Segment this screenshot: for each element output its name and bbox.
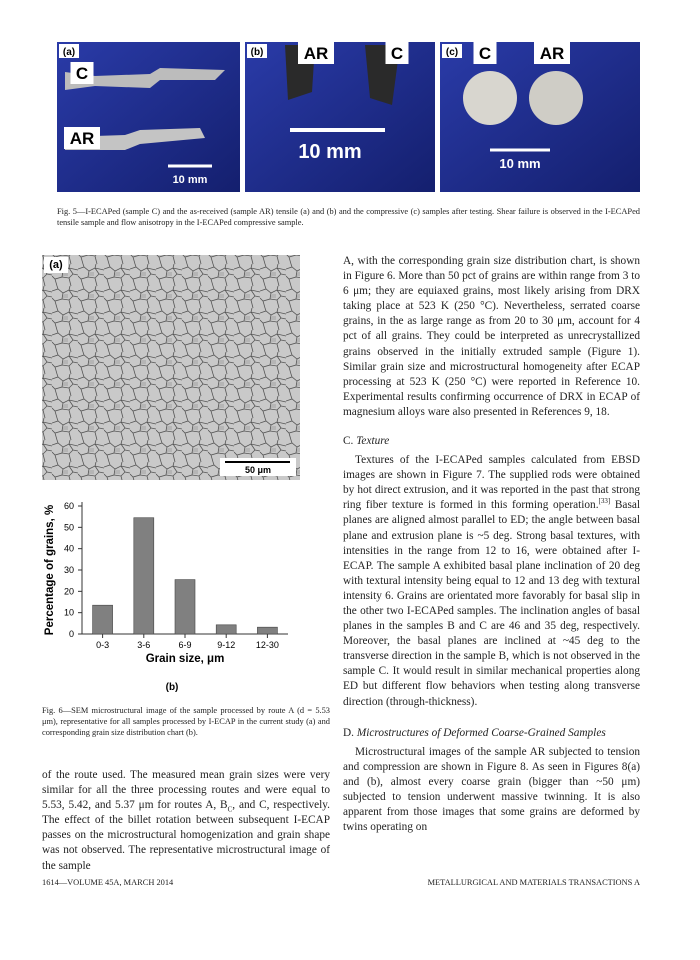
section-heading: D. Microstructures of Deformed Coarse-Gr… <box>343 726 640 741</box>
label-box <box>59 44 79 58</box>
panel-label: (a) <box>63 47 75 58</box>
footer-right: METALLURGICAL AND MATERIALS TRANSACTIONS… <box>427 878 640 887</box>
x-axis-label: Grain size, μm <box>146 653 225 665</box>
sample <box>529 71 583 125</box>
bar <box>133 517 155 635</box>
label-box <box>70 62 94 84</box>
y-tick-label: 10 <box>64 608 74 618</box>
sample-label: C <box>479 44 491 63</box>
y-tick-label: 20 <box>64 586 74 596</box>
citation: [33] <box>598 497 611 506</box>
y-tick-label: 30 <box>64 565 74 575</box>
subscript: C <box>227 805 233 814</box>
bar <box>174 579 196 635</box>
panel-label: (b) <box>251 47 264 58</box>
section-heading: C. Texture <box>343 434 640 449</box>
sample-label: AR <box>70 129 95 148</box>
text: Textures of the I-ECAPed samples calcula… <box>343 454 640 512</box>
x-tick-label: 12-30 <box>256 640 279 650</box>
label-box <box>385 42 409 64</box>
section-number: C. <box>343 435 354 448</box>
scale-label: 50 μm <box>245 465 271 475</box>
x-tick-label: 6-9 <box>178 640 191 650</box>
y-tick-label: 0 <box>69 629 74 639</box>
panel-label: (a) <box>49 259 63 271</box>
x-tick-label: 9-12 <box>217 640 235 650</box>
bar <box>215 624 237 635</box>
paragraph: Microstructural images of the sample AR … <box>343 745 640 834</box>
text: , and C, respectively. The effect of the… <box>42 799 330 872</box>
label-box <box>442 44 462 58</box>
label-box <box>247 44 267 58</box>
y-axis-label: Percentage of grains, % <box>44 505 56 635</box>
photo <box>245 42 435 192</box>
x-tick-label: 3-6 <box>137 640 150 650</box>
label-box <box>298 42 334 64</box>
caption: Fig. 6—SEM microstructural image of the … <box>42 706 330 737</box>
panel-label: (c) <box>446 47 458 58</box>
body-text: A, with the corresponding grain size dis… <box>343 254 640 835</box>
y-tick-label: 60 <box>64 501 74 511</box>
scale-label: 10 mm <box>499 156 540 171</box>
section-title: Texture <box>356 435 390 448</box>
paragraph: A, with the corresponding grain size dis… <box>343 255 640 418</box>
y-tick-label: 40 <box>64 544 74 554</box>
section-title: Microstructures of Deformed Coarse-Grain… <box>356 726 606 739</box>
sample-label: AR <box>304 44 329 63</box>
bar <box>92 604 113 635</box>
sample <box>65 68 225 90</box>
y-tick-label: 50 <box>64 522 74 532</box>
label-box <box>473 42 497 64</box>
x-tick-label: 0-3 <box>96 640 109 650</box>
label-box <box>534 42 570 64</box>
text: of the route used. The measured mean gra… <box>42 769 330 812</box>
sample <box>463 71 517 125</box>
body-text: of the route used. The measured mean gra… <box>42 768 330 874</box>
panel-label: (b) <box>166 682 179 693</box>
scale-label: 10 mm <box>298 141 361 163</box>
sample-label: C <box>76 64 88 83</box>
bar <box>257 626 278 635</box>
section-number: D. <box>343 726 354 739</box>
sample-label: C <box>391 44 403 63</box>
label-box <box>64 127 100 149</box>
footer-left: 1614—VOLUME 45A, MARCH 2014 <box>42 878 174 887</box>
label-box <box>44 257 68 273</box>
scale-label: 10 mm <box>173 174 208 186</box>
text: Basal planes are aligned almost parallel… <box>343 499 640 708</box>
sem-image <box>42 255 300 480</box>
sample-label: AR <box>540 44 565 63</box>
caption: Fig. 5—I-ECAPed (sample C) and the as-re… <box>57 207 640 227</box>
